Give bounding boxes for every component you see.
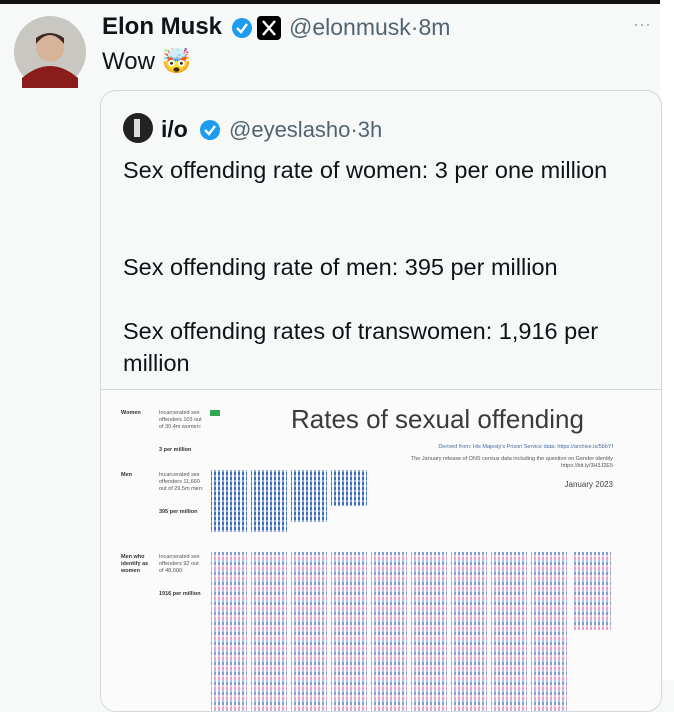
top-bar [0,0,674,4]
date: January 2023 [564,480,613,489]
x-badge [257,16,281,40]
verified-badge [200,120,220,140]
infographic-title: Rates of sexual offending [291,404,584,434]
timestamp[interactable]: 8m [418,14,451,40]
group-rate: 3 per million [159,447,192,453]
source: Derived from: His Majesty's Prison Servi… [438,444,613,450]
group-detail: Incarcerated sex offenders 11,660 out of… [159,472,204,492]
icon-grids [210,410,611,711]
tweet-text: Wow 🤯 [102,48,192,75]
infographic[interactable]: Rates of sexual offending Derived from: … [101,389,661,711]
quote-author[interactable]: i/o [161,116,188,142]
separator: · [350,117,358,142]
group-label: Men who identify as women [121,554,149,574]
group-label: Men [121,472,132,478]
verified-badge [232,18,252,38]
group-detail: Incarcerated sex offenders 92 out of 48,… [159,554,200,574]
quote-card[interactable]: i/o @eyeslasho·3h Sex offending rate of … [100,90,662,712]
edge [660,0,674,680]
group-label: Women [121,410,141,416]
handle[interactable]: @elonmusk [289,14,411,40]
group-rate: 395 per million [159,509,198,515]
quote-meta: @eyeslasho·3h [229,117,382,143]
quote-time[interactable]: 3h [357,117,383,142]
quote-paragraph: Sex offending rate of women: 3 per one m… [123,157,608,183]
separator: · [410,14,419,40]
quote-handle[interactable]: @eyeslasho [229,117,351,142]
avatar[interactable] [14,16,86,88]
group-detail: Incarcerated sex offenders 103 out of 30… [159,410,202,430]
author-name[interactable]: Elon Musk [102,13,223,40]
group-rate: 1916 per million [159,591,201,597]
quote-avatar [123,113,153,143]
note: The January release of ONS census data i… [410,456,613,469]
quote-paragraph: Sex offending rate of men: 395 per milli… [123,254,558,280]
author-meta: @elonmusk·8m [289,14,450,41]
quote-paragraph: Sex offending rates of transwomen: 1,916… [123,318,599,376]
more-button[interactable]: ··· [633,14,651,34]
